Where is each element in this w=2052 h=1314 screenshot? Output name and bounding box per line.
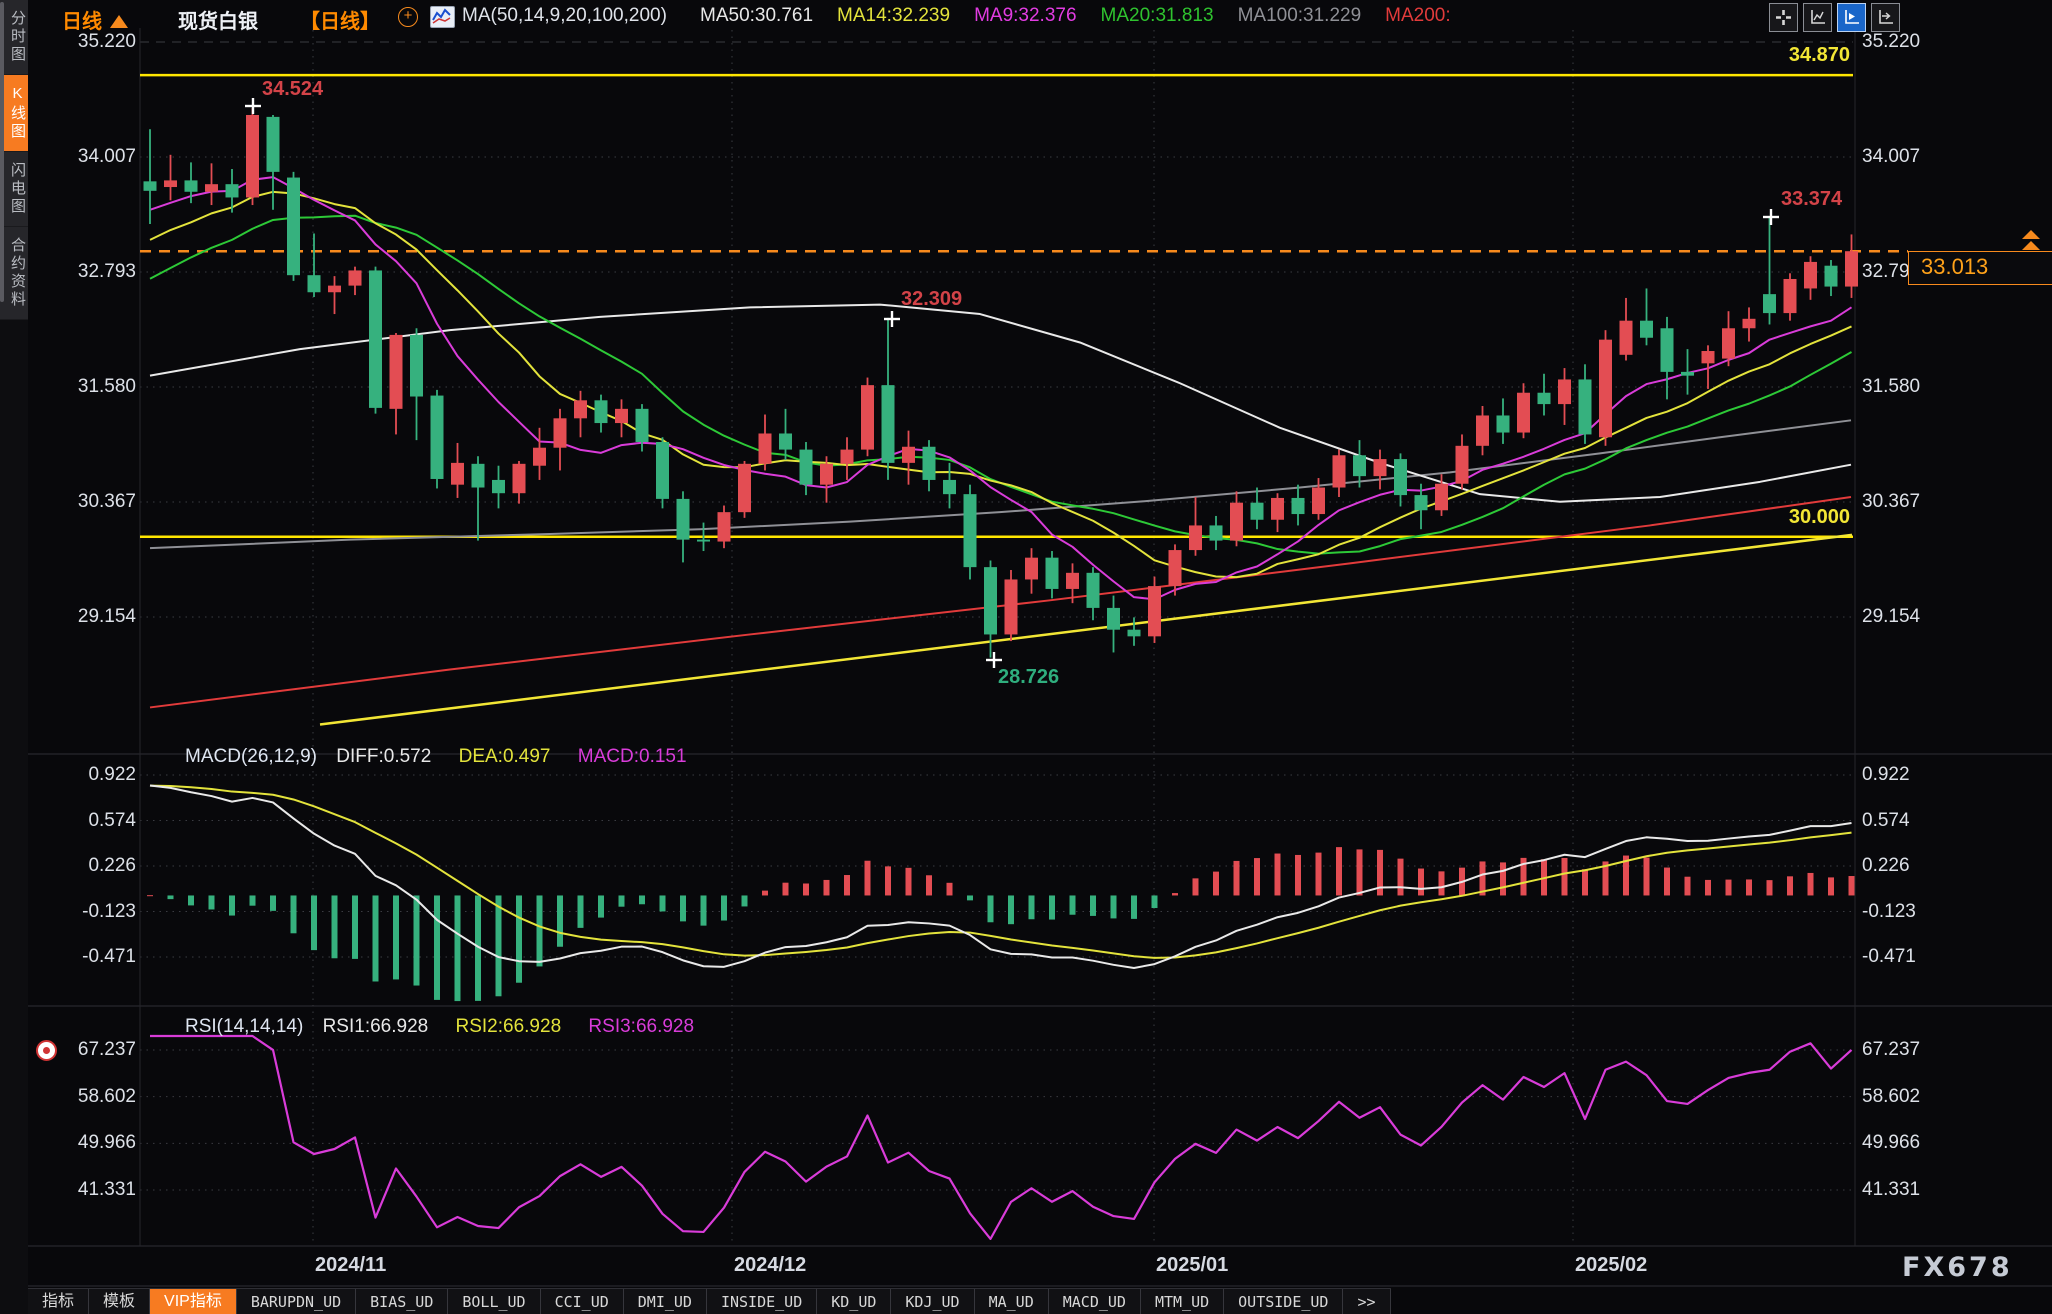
crosshair-icon[interactable]: [1769, 3, 1798, 32]
tab-mtm-ud[interactable]: MTM_UD: [1140, 1289, 1225, 1314]
macd-title: MACD(26,12,9): [185, 746, 317, 767]
period-selector[interactable]: 日线: [62, 5, 128, 34]
time-axis-label: 2025/01: [1156, 1254, 1229, 1276]
last-price-badge: 33.013: [1908, 251, 2052, 285]
sidebar-scrollbar[interactable]: [0, 2, 4, 302]
period-tag[interactable]: 【日线】: [300, 11, 380, 33]
left-sidebar: 分时图 K线图 闪电图 合约资料: [0, 0, 28, 1314]
sidebar-item-contract-info[interactable]: 合约资料: [0, 227, 28, 320]
price-up-arrow-icon: [2022, 230, 2040, 239]
axis-scale-icon[interactable]: [1803, 3, 1832, 32]
tab-kdj-ud[interactable]: KDJ_UD: [891, 1289, 975, 1314]
macd-diff-value: DIFF:0.572: [336, 746, 432, 767]
dropdown-up-icon: [110, 15, 128, 28]
chart-toolbar: [1769, 3, 1900, 32]
sidebar-item-kline-chart[interactable]: K线图: [0, 75, 28, 152]
ma-value-4: MA100:31.229: [1237, 5, 1362, 26]
symbol-title: 现货白银: [178, 11, 258, 33]
watermark: FX678: [1902, 1252, 2013, 1283]
time-axis: 2024/11 2024/12 2025/01 2025/02: [28, 1248, 2052, 1286]
tab-指标[interactable]: 指标: [28, 1289, 90, 1314]
tab-kd-ud[interactable]: KD_UD: [817, 1289, 892, 1314]
rsi2-value: RSI2:66.928: [455, 1016, 562, 1037]
tab-barupdn-ud[interactable]: BARUPDN_UD: [236, 1289, 357, 1314]
tab-dmi-ud[interactable]: DMI_UD: [623, 1289, 707, 1314]
price-up-arrow-icon: [2022, 241, 2040, 250]
ma-value-3: MA20:31.813: [1100, 5, 1214, 26]
ma-value-2: MA9:32.376: [974, 5, 1077, 26]
ma-value-0: MA50:30.761: [700, 5, 814, 26]
ma-settings-label: MA(50,14,9,20,100,200): [462, 5, 667, 26]
indicator-marker-icon: [36, 1040, 57, 1061]
tab-inside-ud[interactable]: INSIDE_UD: [706, 1289, 818, 1314]
tab-cci-ud[interactable]: CCI_UD: [540, 1289, 624, 1314]
rsi3-value: RSI3:66.928: [588, 1016, 695, 1037]
chart-header: 现货白银 【日线】 + MA(50,14,9,20,100,200) MA50:…: [28, 0, 2052, 34]
rsi1-value: RSI1:66.928: [322, 1016, 429, 1037]
rsi-title: RSI(14,14,14): [185, 1016, 304, 1037]
sidebar-item-time-chart[interactable]: 分时图: [0, 0, 28, 75]
macd-macd-value: MACD:0.151: [577, 746, 687, 767]
tab-bias-ud[interactable]: BIAS_UD: [356, 1289, 449, 1314]
rsi-pane-header: RSI(14,14,14) RSI1:66.928 RSI2:66.928 RS…: [185, 1016, 694, 1038]
time-axis-label: 2024/12: [734, 1254, 807, 1276]
ma-value-1: MA14:32.239: [837, 5, 951, 26]
time-axis-label: 2024/11: [315, 1254, 387, 1276]
macd-dea-value: DEA:0.497: [458, 746, 551, 767]
axis-play-icon[interactable]: [1837, 3, 1866, 32]
mini-chart-icon[interactable]: [430, 6, 455, 28]
sidebar-item-lightning-chart[interactable]: 闪电图: [0, 152, 28, 227]
macd-pane-header: MACD(26,12,9) DIFF:0.572 DEA:0.497 MACD:…: [185, 746, 687, 768]
ma-value-5: MA200:: [1385, 5, 1451, 26]
tab-outside-ud[interactable]: OUTSIDE_UD: [1224, 1289, 1344, 1314]
circle-plus-icon[interactable]: +: [398, 7, 418, 27]
indicator-tab-bar: 指标 模板 VIP指标 BARUPDN_UD BIAS_UD BOLL_UD CCI_UD D…: [28, 1288, 1391, 1314]
tab-ma-ud[interactable]: MA_UD: [974, 1289, 1049, 1314]
tab-vip指标[interactable]: VIP指标: [150, 1289, 237, 1314]
tabs-more-button[interactable]: >>: [1343, 1289, 1391, 1314]
period-label: 日线: [62, 11, 102, 33]
time-axis-label: 2025/02: [1575, 1254, 1648, 1276]
tab-模板[interactable]: 模板: [89, 1289, 151, 1314]
tab-macd-ud[interactable]: MACD_UD: [1048, 1289, 1141, 1314]
ma-values: MA50:30.761 MA14:32.239 MA9:32.376 MA20:31.…: [700, 5, 1451, 27]
tab-boll-ud[interactable]: BOLL_UD: [448, 1289, 541, 1314]
axis-shift-icon[interactable]: [1871, 3, 1900, 32]
